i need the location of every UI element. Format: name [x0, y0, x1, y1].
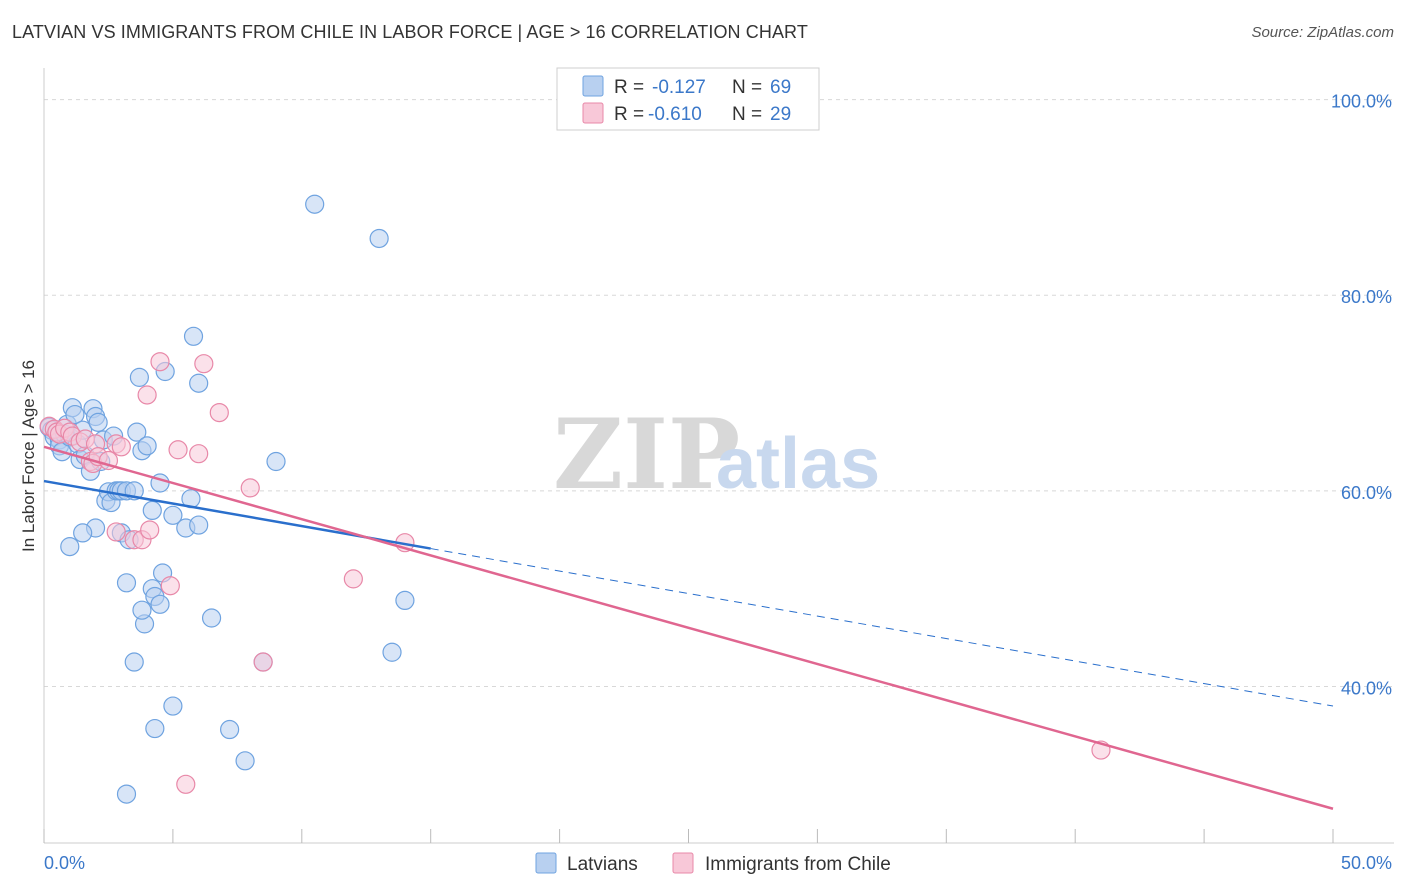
- latvian-point: [163, 505, 183, 525]
- latvian-point: [127, 422, 147, 442]
- bottom-legend-swatch-chile: [672, 852, 694, 874]
- latvian-point: [88, 412, 108, 432]
- chile-point: [240, 478, 260, 498]
- trend-layer: [43, 445, 1334, 810]
- y-tick-label-40: 40.0%: [1341, 678, 1392, 698]
- chile-point: [111, 437, 131, 457]
- latvian-point: [201, 608, 222, 628]
- legend-r-value-1: -0.127: [652, 77, 706, 98]
- chile-point: [137, 385, 157, 405]
- latvian-point: [235, 751, 255, 771]
- latvian-point: [163, 696, 183, 716]
- bottom-legend-swatch-latvians: [535, 852, 557, 874]
- legend-swatch-chile: [582, 102, 604, 124]
- chile-point: [150, 352, 170, 372]
- latvian-point: [137, 436, 157, 456]
- chile-point: [343, 569, 363, 589]
- latvian-point: [189, 373, 209, 393]
- latvian-point: [73, 523, 93, 543]
- legend-n-label-2: N =: [732, 104, 762, 125]
- latvian-trend-extension: [430, 548, 1334, 707]
- bottom-legend: Latvians Immigrants from Chile: [535, 852, 891, 875]
- legend-r-label-2: R =: [614, 104, 644, 125]
- latvian-point: [266, 451, 286, 472]
- latvian-point: [369, 228, 389, 249]
- chart-title: LATVIAN VS IMMIGRANTS FROM CHILE IN LABO…: [12, 22, 808, 42]
- latvian-point: [189, 515, 209, 535]
- y-tick-label-100: 100.0%: [1331, 92, 1392, 112]
- legend-box: R = -0.127 N = 69 R = -0.610 N = 29: [556, 67, 820, 131]
- latvian-point: [132, 600, 152, 620]
- bottom-legend-label-chile: Immigrants from Chile: [705, 854, 891, 875]
- latvian-point: [145, 718, 165, 739]
- latvian-point: [183, 326, 204, 346]
- legend-n-value-1: 69: [770, 77, 791, 98]
- chile-point: [106, 522, 126, 542]
- watermark-atlas: atlas: [716, 424, 880, 504]
- watermark-zip: ZIP: [553, 398, 740, 511]
- chile-point: [194, 354, 214, 374]
- points-layer: [39, 194, 1111, 804]
- legend-r-value-2: -0.610: [648, 104, 702, 125]
- y-axis-label: In Labor Force | Age > 16: [19, 360, 38, 552]
- source-label: Source: ZipAtlas.com: [1251, 24, 1394, 41]
- legend-n-label-1: N =: [732, 77, 762, 98]
- latvian-point: [116, 784, 137, 804]
- legend-n-value-2: 29: [770, 104, 791, 125]
- latvian-point: [142, 500, 162, 521]
- chile-trend-line: [43, 445, 1334, 810]
- y-tick-label-80: 80.0%: [1341, 287, 1392, 307]
- latvian-point: [305, 194, 325, 214]
- chile-point: [168, 440, 188, 460]
- latvian-point: [60, 537, 80, 557]
- x-tick-label-max: 50.0%: [1341, 853, 1392, 873]
- chile-point: [253, 652, 273, 672]
- latvian-point: [124, 652, 144, 672]
- latvian-point: [129, 367, 149, 387]
- y-tick-label-60: 60.0%: [1341, 483, 1392, 503]
- latvian-point: [220, 719, 240, 740]
- legend-r-label-1: R =: [614, 77, 644, 98]
- x-tick-label-min: 0.0%: [44, 853, 85, 873]
- bottom-legend-label-latvians: Latvians: [567, 854, 638, 875]
- chile-point: [176, 774, 196, 794]
- chile-point: [189, 444, 209, 464]
- grid-layer: [44, 99, 1394, 687]
- chile-point: [209, 402, 229, 423]
- axis-layer: 100.0% 80.0% 60.0% 40.0%: [43, 68, 1394, 844]
- latvian-point: [116, 573, 137, 593]
- chile-point: [140, 520, 160, 540]
- latvian-point: [382, 642, 402, 662]
- chile-point: [160, 576, 180, 596]
- latvian-point: [65, 404, 85, 425]
- legend-swatch-latvians: [582, 75, 604, 97]
- latvian-point: [395, 590, 415, 611]
- latvian-point: [150, 594, 170, 614]
